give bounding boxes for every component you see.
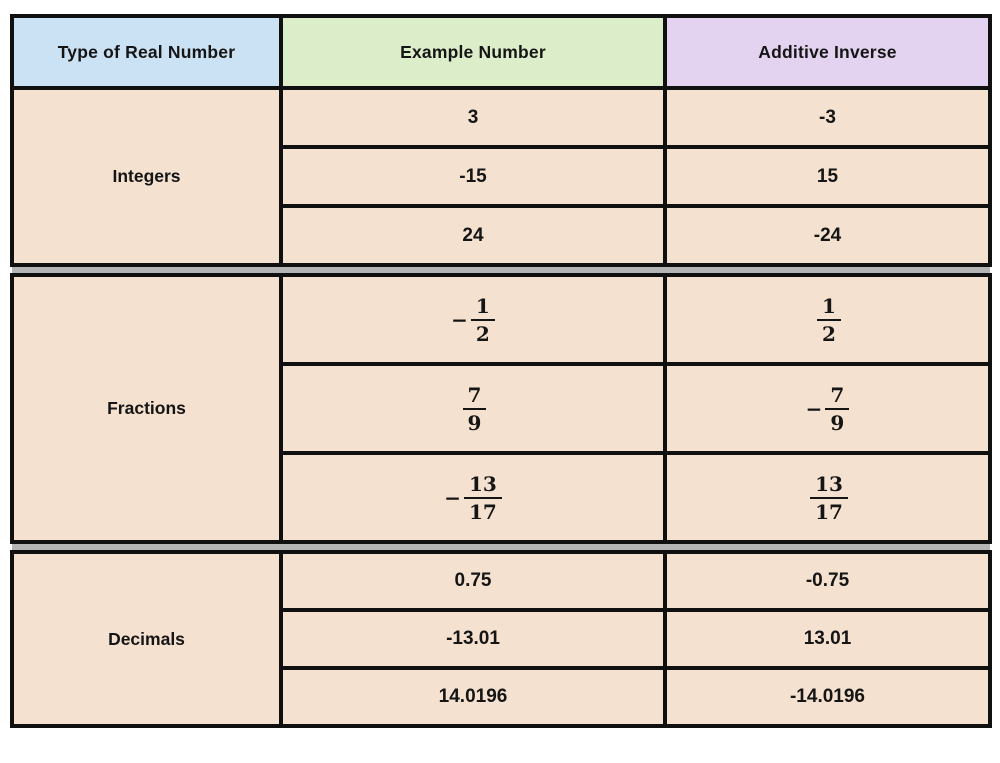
table-row: Integers 3 -3 xyxy=(10,86,992,267)
table-row: -15 15 xyxy=(12,145,992,208)
inverse-cell: -3 xyxy=(663,86,992,149)
header-type-of-real-number: Type of Real Number xyxy=(10,14,283,90)
table-row: 24 -24 xyxy=(12,204,992,267)
fraction-denominator: 9 xyxy=(830,410,845,435)
separator-band xyxy=(12,540,990,554)
category-fractions: Fractions xyxy=(10,273,283,544)
inverse-cell: − 7 9 xyxy=(663,362,992,455)
header-row: Type of Real Number Example Number Addit… xyxy=(10,14,992,90)
fraction-numerator: 13 xyxy=(463,473,502,499)
inverse-cell: 1 2 xyxy=(663,273,992,366)
example-cell: -15 xyxy=(279,145,667,208)
example-cell: 24 xyxy=(279,204,667,267)
example-cell: − 13 17 xyxy=(279,451,667,544)
table-row: Fractions − 1 2 1 2 xyxy=(10,273,992,544)
fraction-sign: − xyxy=(451,307,468,332)
fraction-numerator: 13 xyxy=(810,473,848,499)
header-additive-inverse: Additive Inverse xyxy=(663,14,992,90)
table-row: 14.0196 -14.0196 xyxy=(12,666,992,728)
example-cell: 14.0196 xyxy=(279,666,667,728)
inverse-cell: 13 17 xyxy=(663,451,992,544)
section-separator xyxy=(12,540,990,554)
additive-inverse-table: Type of Real Number Example Number Addit… xyxy=(10,14,992,728)
table-row: − 13 17 13 17 xyxy=(12,451,992,544)
fraction-denominator: 2 xyxy=(822,321,836,346)
header-example-number: Example Number xyxy=(279,14,667,90)
example-cell: -13.01 xyxy=(279,608,667,670)
fraction-denominator: 17 xyxy=(815,499,843,524)
fraction: 1 2 xyxy=(814,295,841,345)
category-integers: Integers xyxy=(10,86,283,267)
fraction-denominator: 17 xyxy=(468,499,497,524)
separator-band xyxy=(12,263,990,277)
example-cell: 3 xyxy=(279,86,667,149)
fraction: − 1 2 xyxy=(451,295,495,345)
fraction-denominator: 9 xyxy=(467,410,482,435)
fraction: 7 9 xyxy=(460,384,487,434)
fraction-numerator: 7 xyxy=(825,384,850,410)
real-numbers-worksheet: Type of Real Number Example Number Addit… xyxy=(10,14,992,728)
inverse-cell: -0.75 xyxy=(663,550,992,612)
inverse-cell: 13.01 xyxy=(663,608,992,670)
table-row: 7 9 − 7 9 xyxy=(12,362,992,455)
inverse-cell: -24 xyxy=(663,204,992,267)
fraction-denominator: 2 xyxy=(475,321,490,346)
fraction-numerator: 1 xyxy=(817,295,841,321)
example-cell: − 1 2 xyxy=(279,273,667,366)
fraction-sign: − xyxy=(444,485,461,510)
fraction: 13 17 xyxy=(807,473,848,523)
fraction: − 7 9 xyxy=(806,384,850,434)
table-row: Decimals 0.75 -0.75 xyxy=(10,550,992,728)
category-decimals: Decimals xyxy=(10,550,283,728)
section-separator xyxy=(12,263,990,277)
fraction-numerator: 7 xyxy=(462,384,487,410)
inverse-cell: 15 xyxy=(663,145,992,208)
example-cell: 7 9 xyxy=(279,362,667,455)
inverse-cell: -14.0196 xyxy=(663,666,992,728)
table-row: -13.01 13.01 xyxy=(12,608,992,670)
fraction-numerator: 1 xyxy=(470,295,495,321)
fraction-sign: − xyxy=(805,396,823,421)
fraction: − 13 17 xyxy=(444,473,502,523)
example-cell: 0.75 xyxy=(279,550,667,612)
